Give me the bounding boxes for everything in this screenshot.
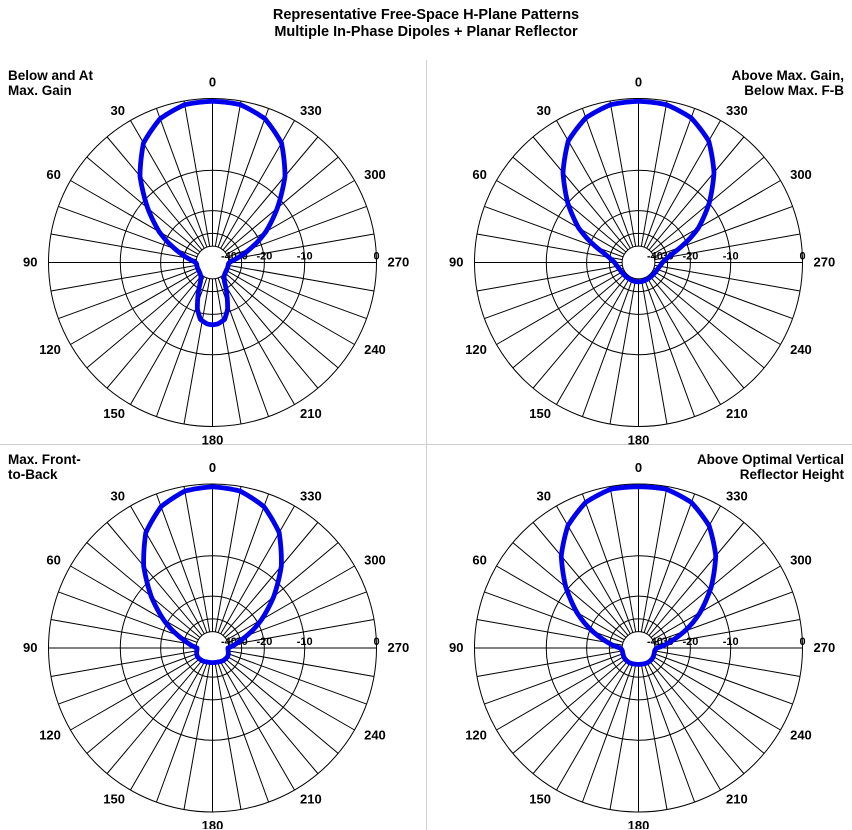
svg-text:-20: -20: [682, 636, 698, 648]
svg-text:120: 120: [39, 342, 61, 357]
svg-text:150: 150: [529, 792, 551, 807]
svg-text:150: 150: [529, 406, 551, 421]
svg-text:-20: -20: [682, 251, 698, 263]
svg-text:210: 210: [300, 792, 322, 807]
svg-text:90: 90: [449, 255, 463, 270]
svg-text:30: 30: [537, 488, 551, 503]
svg-text:0: 0: [799, 636, 805, 648]
svg-text:0: 0: [373, 251, 379, 263]
svg-text:240: 240: [790, 342, 812, 357]
svg-text:0: 0: [799, 251, 805, 263]
svg-text:210: 210: [726, 792, 748, 807]
svg-text:330: 330: [726, 488, 748, 503]
svg-text:60: 60: [472, 167, 486, 182]
svg-text:30: 30: [111, 488, 125, 503]
svg-text:330: 330: [300, 103, 322, 118]
svg-text:240: 240: [364, 728, 386, 743]
svg-text:90: 90: [449, 640, 463, 655]
svg-text:0: 0: [635, 75, 642, 90]
svg-text:90: 90: [23, 255, 37, 270]
svg-text:-10: -10: [723, 636, 739, 648]
svg-text:330: 330: [300, 488, 322, 503]
svg-text:210: 210: [300, 406, 322, 421]
svg-text:210: 210: [726, 406, 748, 421]
svg-text:300: 300: [364, 167, 386, 182]
svg-text:0: 0: [209, 75, 216, 90]
svg-text:270: 270: [388, 255, 410, 270]
svg-text:60: 60: [472, 553, 486, 568]
svg-text:330: 330: [726, 103, 748, 118]
svg-text:-10: -10: [297, 251, 313, 263]
svg-text:150: 150: [103, 792, 125, 807]
svg-text:240: 240: [364, 342, 386, 357]
svg-text:180: 180: [202, 818, 224, 829]
svg-text:60: 60: [46, 167, 60, 182]
svg-text:120: 120: [39, 728, 61, 743]
svg-text:150: 150: [103, 406, 125, 421]
svg-text:120: 120: [465, 728, 487, 743]
svg-text:0: 0: [209, 460, 216, 475]
svg-text:300: 300: [790, 553, 812, 568]
svg-text:-40: -40: [647, 251, 663, 263]
svg-text:60: 60: [46, 553, 60, 568]
svg-text:90: 90: [23, 640, 37, 655]
svg-text:-10: -10: [297, 636, 313, 648]
svg-text:0: 0: [373, 636, 379, 648]
svg-text:30: 30: [537, 103, 551, 118]
svg-text:0: 0: [635, 460, 642, 475]
svg-text:270: 270: [814, 640, 836, 655]
svg-text:300: 300: [790, 167, 812, 182]
svg-text:270: 270: [388, 640, 410, 655]
svg-text:-20: -20: [256, 251, 272, 263]
svg-text:270: 270: [814, 255, 836, 270]
svg-text:300: 300: [364, 553, 386, 568]
svg-text:30: 30: [111, 103, 125, 118]
svg-text:120: 120: [465, 342, 487, 357]
svg-text:240: 240: [790, 728, 812, 743]
svg-text:-10: -10: [723, 251, 739, 263]
svg-text:-20: -20: [256, 636, 272, 648]
svg-text:180: 180: [628, 818, 650, 829]
